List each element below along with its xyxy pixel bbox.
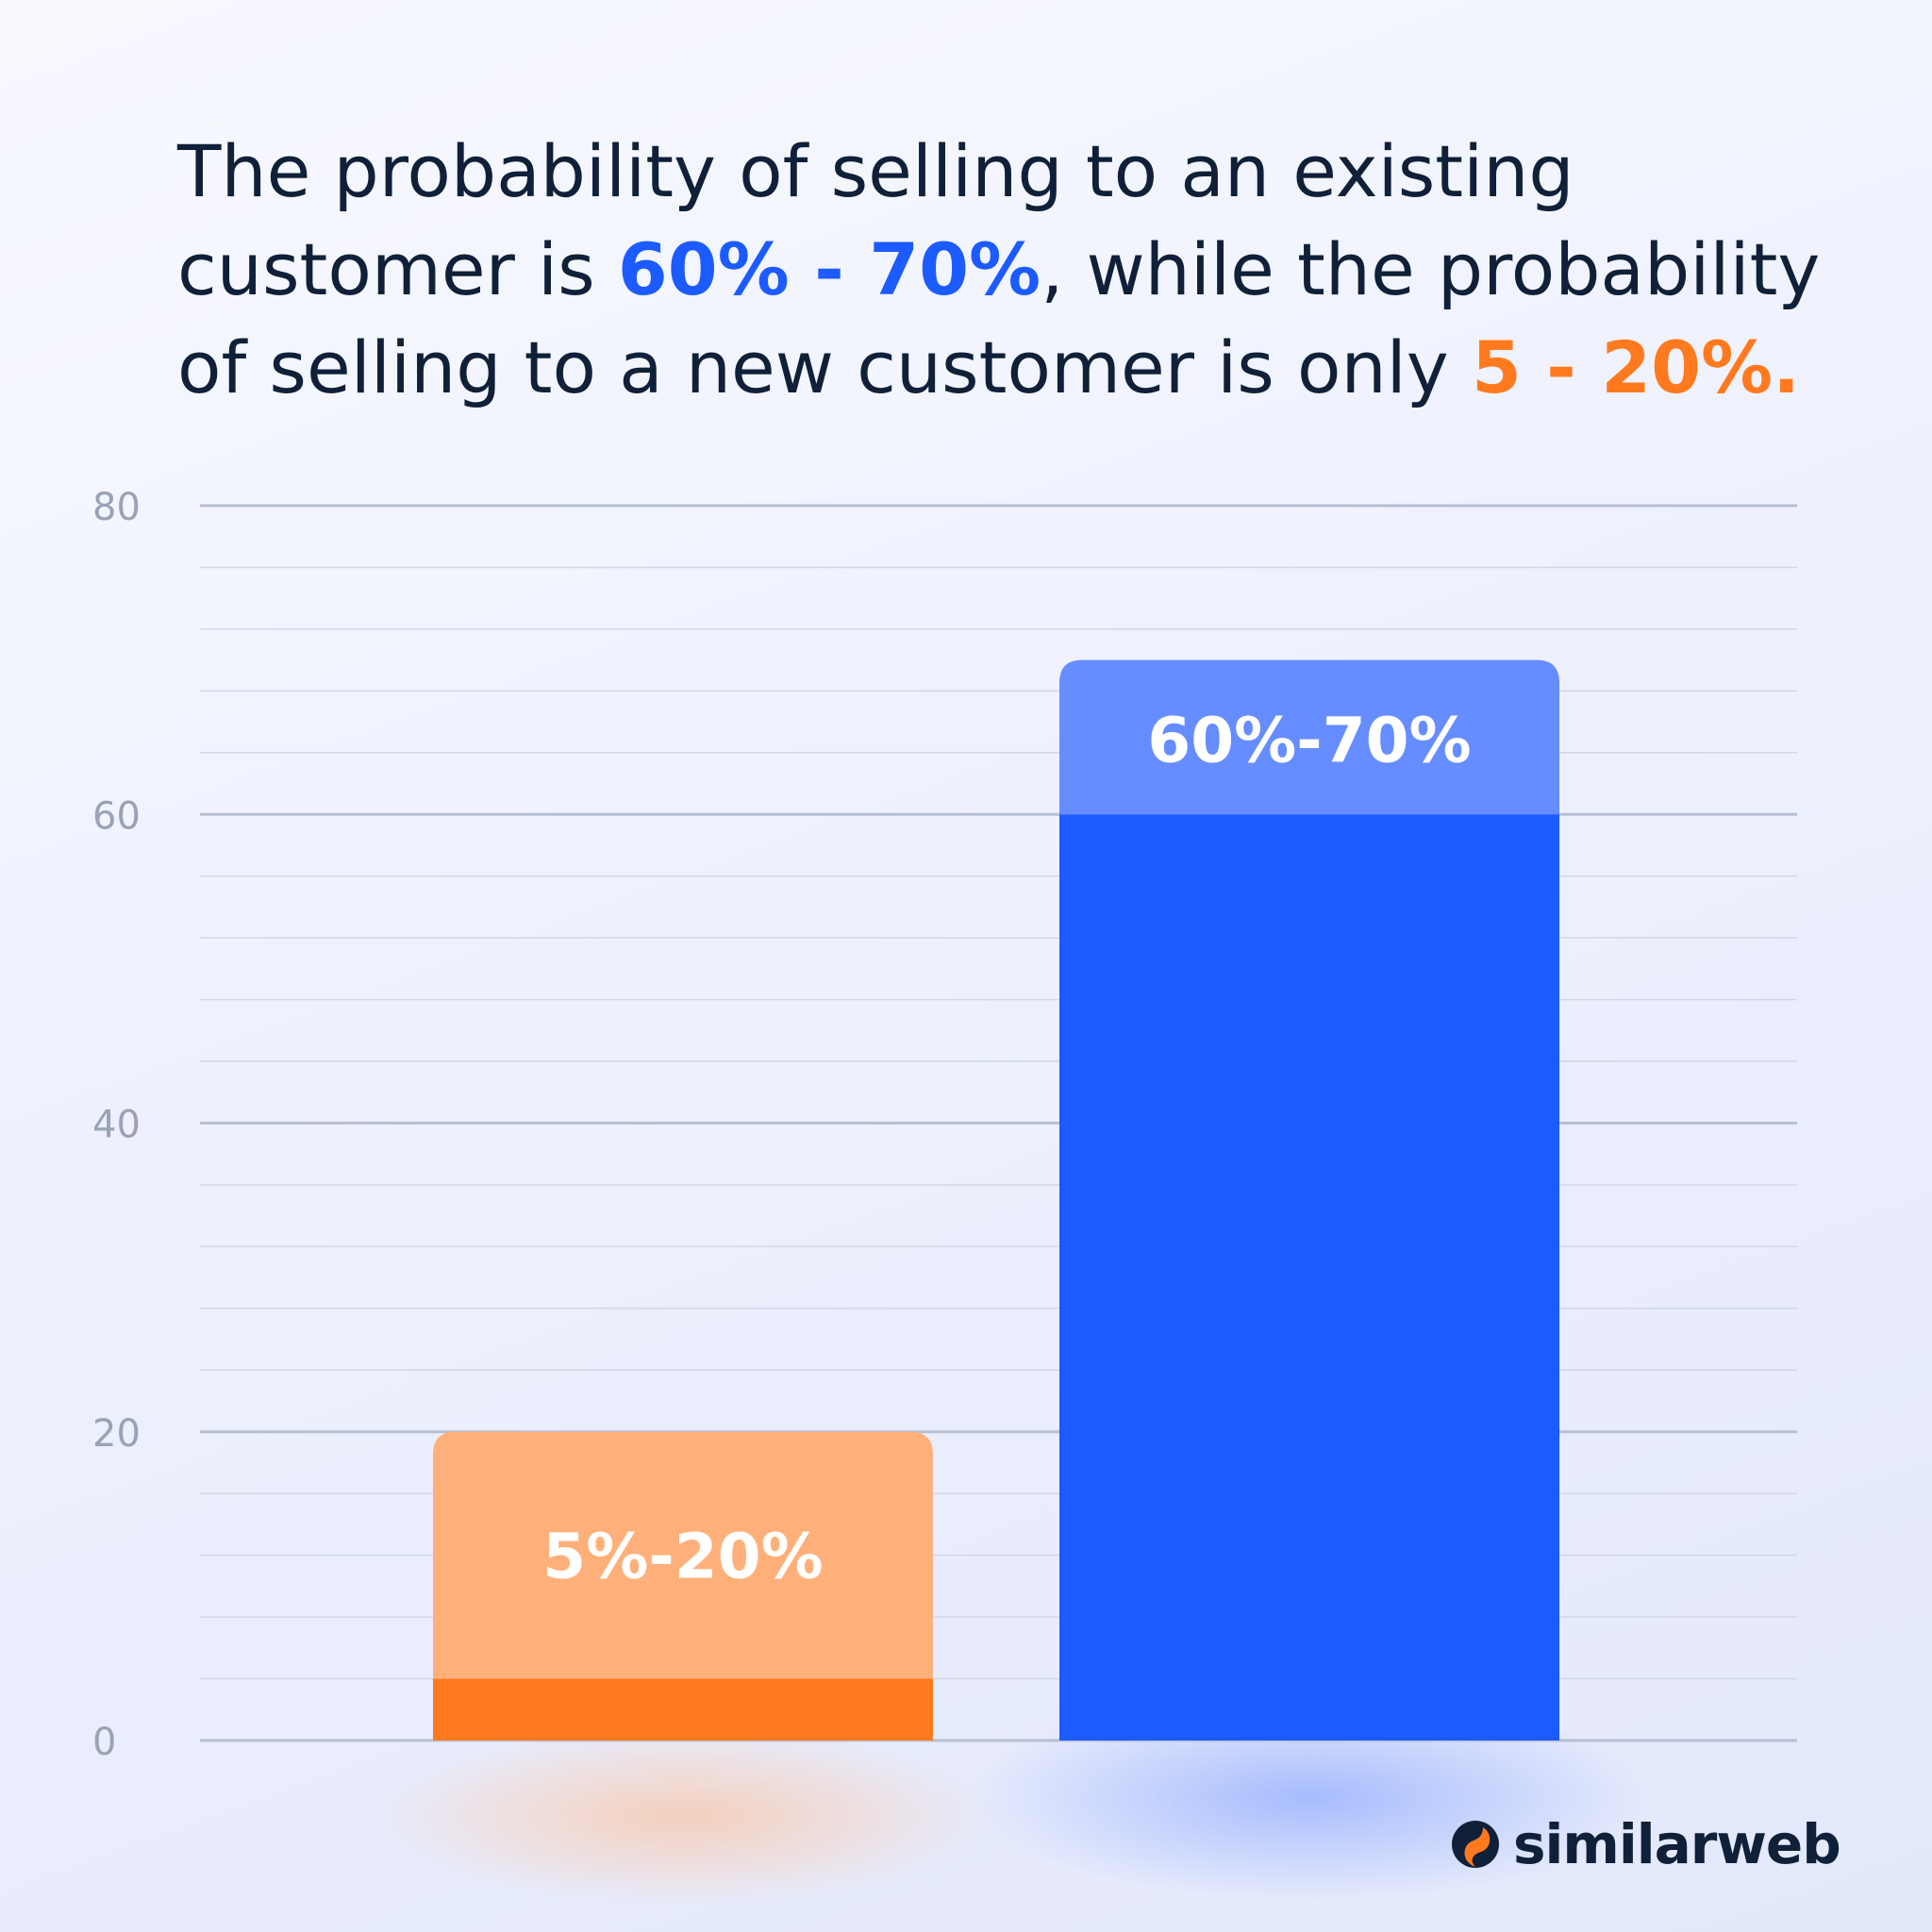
title-highlight-existing: 60% - 70% (617, 227, 1041, 311)
y-tick-label: 40 (92, 1104, 141, 1147)
bar-base-segment (433, 1678, 933, 1740)
bar-range-segment (1059, 659, 1559, 815)
bar-range-segment (433, 1431, 933, 1679)
y-tick-label: 80 (92, 486, 141, 529)
title-text-2: , while the probability of selling to a … (177, 227, 1821, 409)
chart-title: The probability of selling to an existin… (177, 123, 1838, 417)
bar-base-segment (1059, 814, 1559, 1740)
y-tick-label: 60 (92, 794, 141, 838)
title-text-1: The probability of selling to an existin… (177, 129, 1574, 311)
title-highlight-new: 5 - 20%. (1471, 325, 1801, 409)
bar-glow-orange (372, 1726, 994, 1906)
bar-data-label: 60%-70% (1147, 705, 1471, 777)
y-tick-label: 20 (92, 1412, 141, 1456)
y-tick-label: 0 (92, 1721, 116, 1764)
similarweb-logo: similarweb (1451, 1807, 1841, 1882)
similarweb-logo-icon (1452, 1821, 1499, 1868)
bar-data-label: 5%-20% (542, 1521, 823, 1593)
logo-text: similarweb (1513, 1812, 1841, 1876)
